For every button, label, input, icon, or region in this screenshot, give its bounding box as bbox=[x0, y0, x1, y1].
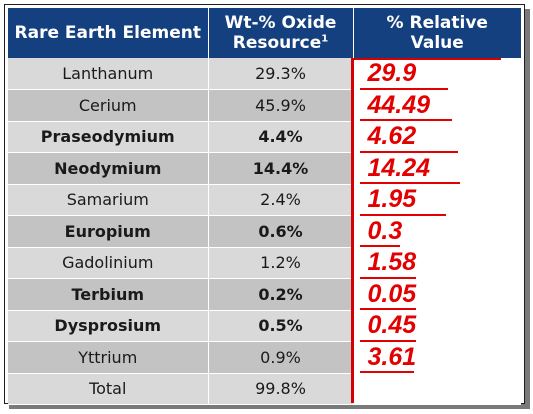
table-row: Dysprosium 0.5% 0.45 bbox=[8, 310, 521, 342]
element-name-cell: Dysprosium bbox=[8, 310, 209, 342]
element-name-cell: Total bbox=[8, 373, 209, 405]
header-relative-line2: Value bbox=[410, 33, 464, 53]
handwritten-underline bbox=[359, 339, 416, 342]
handwritten-relative-value: 1.95 bbox=[367, 185, 417, 213]
relative-value-cell: 4.62 bbox=[353, 121, 521, 153]
oxide-resource-cell: 29.3% bbox=[208, 58, 354, 90]
handwritten-relative-value: 1.58 bbox=[367, 248, 417, 276]
handwritten-underline bbox=[359, 276, 416, 279]
handwritten-underline bbox=[359, 245, 400, 247]
handwritten-relative-value: 0.05 bbox=[367, 279, 417, 308]
oxide-resource-cell: 14.4% bbox=[208, 152, 354, 185]
handwritten-relative-value: 3.61 bbox=[367, 342, 417, 371]
rare-earth-table: Rare Earth Element Wt-% Oxide Resource1 … bbox=[8, 8, 521, 405]
header-oxide-line2: Resource bbox=[232, 33, 322, 53]
table-row: Total 99.8% bbox=[8, 373, 521, 405]
table-row: Cerium 45.9% 44.49 bbox=[8, 89, 521, 122]
table-row: Gadolinium 1.2% 1.58 bbox=[8, 247, 521, 279]
oxide-resource-cell: 0.9% bbox=[208, 341, 354, 374]
header-relative-line1: % Relative bbox=[386, 13, 488, 33]
header-element-label: Rare Earth Element bbox=[14, 23, 201, 43]
relative-value-cell: 0.3 bbox=[353, 215, 521, 247]
handwritten-relative-value: 0.3 bbox=[367, 216, 403, 245]
relative-value-cell: 1.95 bbox=[353, 184, 521, 216]
oxide-resource-cell: 1.2% bbox=[208, 247, 354, 279]
element-name-cell: Europium bbox=[8, 215, 209, 248]
handwritten-underline bbox=[359, 308, 416, 310]
frame-shadow-bottom bbox=[9, 404, 530, 409]
handwritten-underline bbox=[359, 150, 458, 153]
table-row: Terbium 0.2% 0.05 bbox=[8, 278, 521, 311]
header-row: Rare Earth Element Wt-% Oxide Resource1 … bbox=[8, 8, 521, 58]
header-element: Rare Earth Element bbox=[8, 8, 209, 58]
annotation-left-line bbox=[351, 58, 354, 403]
table-row: Neodymium 14.4% 14.24 bbox=[8, 152, 521, 185]
element-name-cell: Samarium bbox=[8, 184, 209, 216]
element-name-cell: Praseodymium bbox=[8, 121, 209, 153]
relative-value-cell: 44.49 bbox=[353, 89, 521, 121]
element-name-cell: Cerium bbox=[8, 89, 209, 122]
header-oxide-line1: Wt-% Oxide bbox=[224, 13, 337, 33]
relative-value-cell: 0.45 bbox=[353, 310, 521, 342]
oxide-resource-cell: 2.4% bbox=[208, 184, 354, 216]
handwritten-underline bbox=[359, 119, 452, 121]
oxide-resource-cell: 0.5% bbox=[208, 310, 354, 342]
handwritten-underline bbox=[359, 371, 414, 373]
table-row: Samarium 2.4% 1.95 bbox=[8, 184, 521, 216]
relative-value-cell bbox=[353, 373, 521, 405]
frame-shadow-right bbox=[525, 9, 530, 409]
element-name-cell: Gadolinium bbox=[8, 247, 209, 279]
element-name-cell: Yttrium bbox=[8, 341, 209, 374]
oxide-resource-cell: 0.2% bbox=[208, 278, 354, 311]
table-row: Lanthanum 29.3% 29.9 bbox=[8, 58, 521, 90]
element-name-cell: Neodymium bbox=[8, 152, 209, 185]
handwritten-relative-value: 0.45 bbox=[367, 311, 417, 339]
relative-value-cell: 1.58 bbox=[353, 247, 521, 279]
relative-value-cell: 14.24 bbox=[353, 152, 521, 184]
table-row: Praseodymium 4.4% 4.62 bbox=[8, 121, 521, 153]
handwritten-relative-value: 14.24 bbox=[367, 153, 431, 182]
annotation-top-line bbox=[351, 58, 501, 60]
handwritten-underline bbox=[359, 182, 460, 184]
relative-value-cell: 3.61 bbox=[353, 341, 521, 373]
oxide-resource-cell: 4.4% bbox=[208, 121, 354, 153]
handwritten-relative-value: 29.9 bbox=[367, 59, 417, 87]
oxide-resource-cell: 45.9% bbox=[208, 89, 354, 122]
element-name-cell: Lanthanum bbox=[8, 58, 209, 90]
relative-value-cell: 0.05 bbox=[353, 278, 521, 310]
handwritten-relative-value: 44.49 bbox=[367, 90, 431, 119]
element-name-cell: Terbium bbox=[8, 278, 209, 311]
handwritten-underline bbox=[359, 87, 448, 90]
oxide-resource-cell: 99.8% bbox=[208, 373, 354, 405]
header-oxide-footnote: 1 bbox=[321, 33, 329, 45]
table-row: Yttrium 0.9% 3.61 bbox=[8, 341, 521, 374]
relative-value-cell: 29.9 bbox=[353, 58, 521, 90]
handwritten-underline bbox=[359, 213, 446, 216]
header-relative-value: % Relative Value bbox=[353, 8, 521, 58]
header-oxide-resource: Wt-% Oxide Resource1 bbox=[208, 8, 354, 58]
handwritten-relative-value: 4.62 bbox=[367, 122, 417, 150]
table-row: Europium 0.6% 0.3 bbox=[8, 215, 521, 248]
oxide-resource-cell: 0.6% bbox=[208, 215, 354, 248]
